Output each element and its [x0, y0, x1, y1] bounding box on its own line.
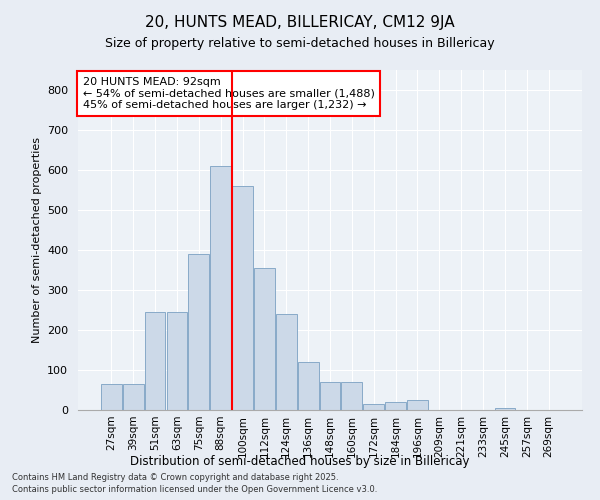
Bar	[407, 400, 428, 410]
Text: Contains public sector information licensed under the Open Government Licence v3: Contains public sector information licen…	[12, 486, 377, 494]
Bar	[385, 402, 406, 410]
Bar	[320, 382, 340, 410]
Bar	[341, 382, 362, 410]
Bar	[101, 384, 122, 410]
Bar	[123, 384, 143, 410]
Bar	[188, 254, 209, 410]
Bar	[145, 312, 166, 410]
Text: Size of property relative to semi-detached houses in Billericay: Size of property relative to semi-detach…	[105, 38, 495, 51]
Bar	[364, 404, 384, 410]
Text: 20 HUNTS MEAD: 92sqm
← 54% of semi-detached houses are smaller (1,488)
45% of se: 20 HUNTS MEAD: 92sqm ← 54% of semi-detac…	[83, 77, 375, 110]
Bar	[276, 314, 296, 410]
Bar	[298, 362, 319, 410]
Y-axis label: Number of semi-detached properties: Number of semi-detached properties	[32, 137, 41, 343]
Bar	[494, 408, 515, 410]
Bar	[210, 166, 231, 410]
Text: Distribution of semi-detached houses by size in Billericay: Distribution of semi-detached houses by …	[130, 455, 470, 468]
Bar	[232, 186, 253, 410]
Bar	[167, 312, 187, 410]
Text: 20, HUNTS MEAD, BILLERICAY, CM12 9JA: 20, HUNTS MEAD, BILLERICAY, CM12 9JA	[145, 15, 455, 30]
Bar	[254, 268, 275, 410]
Text: Contains HM Land Registry data © Crown copyright and database right 2025.: Contains HM Land Registry data © Crown c…	[12, 473, 338, 482]
